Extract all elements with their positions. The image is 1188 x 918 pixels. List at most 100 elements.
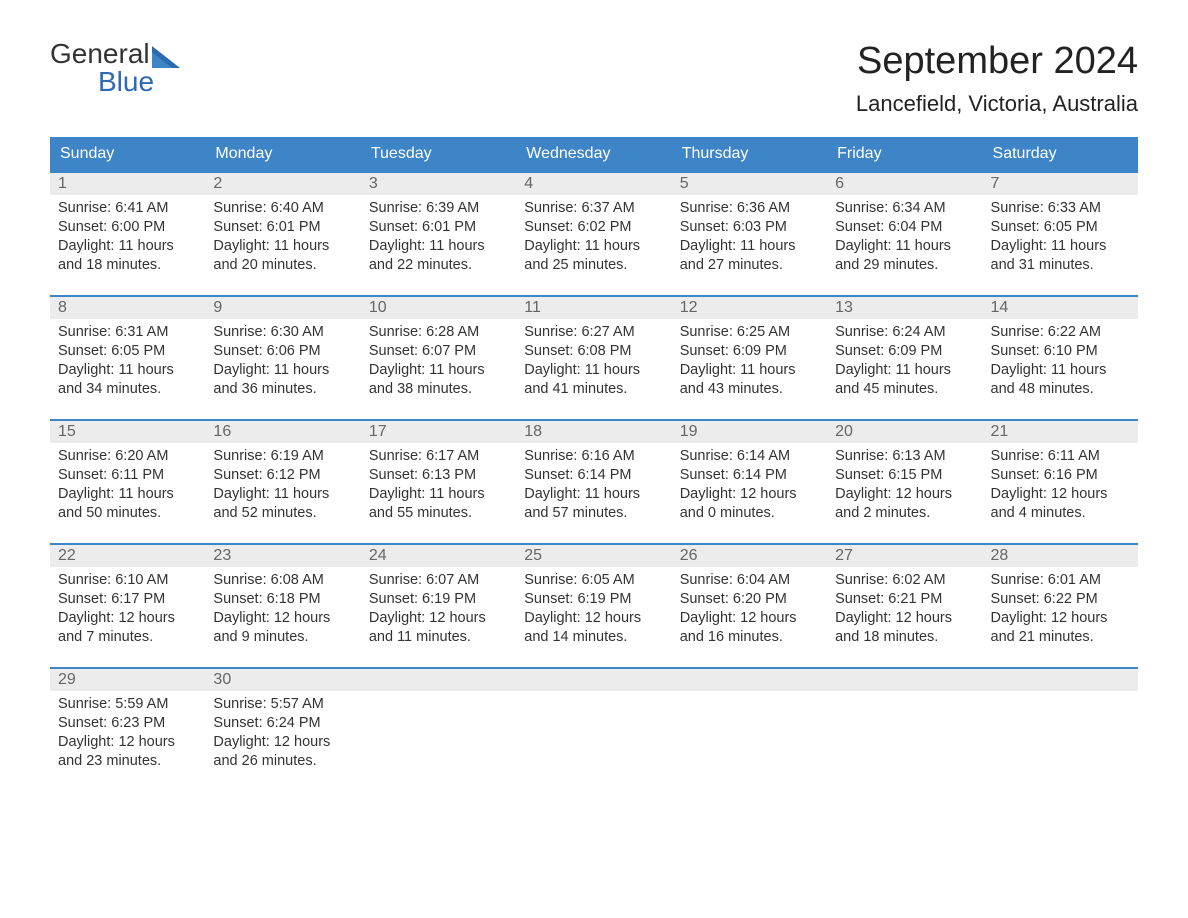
day-cell: 9Sunrise: 6:30 AMSunset: 6:06 PMDaylight… — [205, 297, 360, 419]
day-dl1: Daylight: 11 hours — [524, 237, 663, 256]
day-dl2: and 20 minutes. — [213, 256, 352, 275]
day-cell: 24Sunrise: 6:07 AMSunset: 6:19 PMDayligh… — [361, 545, 516, 667]
day-cell — [361, 669, 516, 791]
day-cell: 23Sunrise: 6:08 AMSunset: 6:18 PMDayligh… — [205, 545, 360, 667]
day-cell: 10Sunrise: 6:28 AMSunset: 6:07 PMDayligh… — [361, 297, 516, 419]
day-content: Sunrise: 6:01 AMSunset: 6:22 PMDaylight:… — [983, 567, 1138, 658]
day-sunrise: Sunrise: 6:02 AM — [835, 571, 974, 590]
day-sunrise: Sunrise: 6:14 AM — [680, 447, 819, 466]
day-number: 1 — [58, 175, 67, 192]
day-sunset: Sunset: 6:14 PM — [680, 466, 819, 485]
day-number-row: 7 — [983, 173, 1138, 195]
day-number-row: 27 — [827, 545, 982, 567]
day-number-row: 10 — [361, 297, 516, 319]
day-sunrise: Sunrise: 6:27 AM — [524, 323, 663, 342]
day-cell: 7Sunrise: 6:33 AMSunset: 6:05 PMDaylight… — [983, 173, 1138, 295]
day-header-saturday: Saturday — [983, 137, 1138, 171]
day-sunrise: Sunrise: 6:10 AM — [58, 571, 197, 590]
day-sunset: Sunset: 6:22 PM — [991, 590, 1130, 609]
day-sunrise: Sunrise: 6:40 AM — [213, 199, 352, 218]
day-number-row: 9 — [205, 297, 360, 319]
day-sunset: Sunset: 6:16 PM — [991, 466, 1130, 485]
day-content: Sunrise: 6:37 AMSunset: 6:02 PMDaylight:… — [516, 195, 671, 286]
day-dl2: and 34 minutes. — [58, 380, 197, 399]
day-number: 22 — [58, 547, 76, 564]
day-number: 5 — [680, 175, 689, 192]
day-dl2: and 36 minutes. — [213, 380, 352, 399]
week-row: 22Sunrise: 6:10 AMSunset: 6:17 PMDayligh… — [50, 543, 1138, 667]
day-number: 18 — [524, 423, 542, 440]
day-content: Sunrise: 6:16 AMSunset: 6:14 PMDaylight:… — [516, 443, 671, 534]
day-number: 26 — [680, 547, 698, 564]
day-sunrise: Sunrise: 6:17 AM — [369, 447, 508, 466]
day-number: 7 — [991, 175, 1000, 192]
day-sunset: Sunset: 6:15 PM — [835, 466, 974, 485]
day-content — [983, 691, 1138, 705]
day-sunset: Sunset: 6:08 PM — [524, 342, 663, 361]
day-number-row: 2 — [205, 173, 360, 195]
day-dl1: Daylight: 11 hours — [524, 485, 663, 504]
day-sunset: Sunset: 6:09 PM — [835, 342, 974, 361]
day-dl1: Daylight: 12 hours — [58, 609, 197, 628]
calendar: Sunday Monday Tuesday Wednesday Thursday… — [50, 137, 1138, 791]
month-title: September 2024 — [856, 40, 1138, 83]
day-dl1: Daylight: 11 hours — [835, 361, 974, 380]
day-dl1: Daylight: 11 hours — [369, 485, 508, 504]
day-header-sunday: Sunday — [50, 137, 205, 171]
day-number-row: 30 — [205, 669, 360, 691]
day-dl1: Daylight: 12 hours — [835, 485, 974, 504]
day-number-row: 20 — [827, 421, 982, 443]
day-cell: 1 Sunrise: 6:41 AMSunset: 6:00 PMDaylight… — [50, 173, 205, 295]
day-header-friday: Friday — [827, 137, 982, 171]
location-text: Lancefield, Victoria, Australia — [856, 91, 1138, 117]
day-cell: 22Sunrise: 6:10 AMSunset: 6:17 PMDayligh… — [50, 545, 205, 667]
day-content: Sunrise: 6:24 AMSunset: 6:09 PMDaylight:… — [827, 319, 982, 410]
day-dl2: and 9 minutes. — [213, 628, 352, 647]
day-dl1: Daylight: 12 hours — [213, 609, 352, 628]
day-content: Sunrise: 6:39 AMSunset: 6:01 PMDaylight:… — [361, 195, 516, 286]
day-dl2: and 57 minutes. — [524, 504, 663, 523]
day-dl2: and 43 minutes. — [680, 380, 819, 399]
day-number-row: 17 — [361, 421, 516, 443]
day-content: Sunrise: 6:41 AMSunset: 6:00 PMDaylight:… — [50, 195, 205, 286]
day-sunrise: Sunrise: 6:24 AM — [835, 323, 974, 342]
day-cell: 28 Sunrise: 6:01 AMSunset: 6:22 PMDayligh… — [983, 545, 1138, 667]
day-number-row: 1 — [50, 173, 205, 195]
day-sunrise: Sunrise: 6:01 AM — [991, 571, 1130, 590]
day-dl2: and 18 minutes. — [58, 256, 197, 275]
day-content: Sunrise: 5:57 AMSunset: 6:24 PMDaylight:… — [205, 691, 360, 782]
day-content: Sunrise: 6:25 AMSunset: 6:09 PMDaylight:… — [672, 319, 827, 410]
day-dl1: Daylight: 12 hours — [524, 609, 663, 628]
day-cell: 29Sunrise: 5:59 AMSunset: 6:23 PMDayligh… — [50, 669, 205, 791]
day-number-row: 23 — [205, 545, 360, 567]
day-cell: 3Sunrise: 6:39 AMSunset: 6:01 PMDaylight… — [361, 173, 516, 295]
day-number: 23 — [213, 547, 231, 564]
day-dl2: and 55 minutes. — [369, 504, 508, 523]
day-number: 27 — [835, 547, 853, 564]
day-number: 20 — [835, 423, 853, 440]
day-dl1: Daylight: 11 hours — [680, 237, 819, 256]
day-number: 21 — [991, 423, 1009, 440]
day-sunrise: Sunrise: 6:31 AM — [58, 323, 197, 342]
day-number-row: 15 — [50, 421, 205, 443]
day-cell: 30Sunrise: 5:57 AMSunset: 6:24 PMDayligh… — [205, 669, 360, 791]
day-number: 12 — [680, 299, 698, 316]
day-headers-row: Sunday Monday Tuesday Wednesday Thursday… — [50, 137, 1138, 171]
day-dl1: Daylight: 11 hours — [213, 485, 352, 504]
day-sunset: Sunset: 6:04 PM — [835, 218, 974, 237]
day-sunrise: Sunrise: 6:08 AM — [213, 571, 352, 590]
day-content: Sunrise: 6:04 AMSunset: 6:20 PMDaylight:… — [672, 567, 827, 658]
day-dl1: Daylight: 11 hours — [524, 361, 663, 380]
day-number-row: 13 — [827, 297, 982, 319]
day-sunrise: Sunrise: 6:28 AM — [369, 323, 508, 342]
week-row: 1 Sunrise: 6:41 AMSunset: 6:00 PMDaylight… — [50, 171, 1138, 295]
day-cell: 16Sunrise: 6:19 AMSunset: 6:12 PMDayligh… — [205, 421, 360, 543]
day-number: 28 — [991, 547, 1009, 564]
day-cell: 2Sunrise: 6:40 AMSunset: 6:01 PMDaylight… — [205, 173, 360, 295]
day-dl1: Daylight: 11 hours — [991, 237, 1130, 256]
day-number-row: 19 — [672, 421, 827, 443]
day-dl1: Daylight: 12 hours — [680, 609, 819, 628]
day-number — [369, 671, 373, 688]
day-sunset: Sunset: 6:01 PM — [369, 218, 508, 237]
title-section: September 2024 Lancefield, Victoria, Aus… — [856, 40, 1138, 117]
